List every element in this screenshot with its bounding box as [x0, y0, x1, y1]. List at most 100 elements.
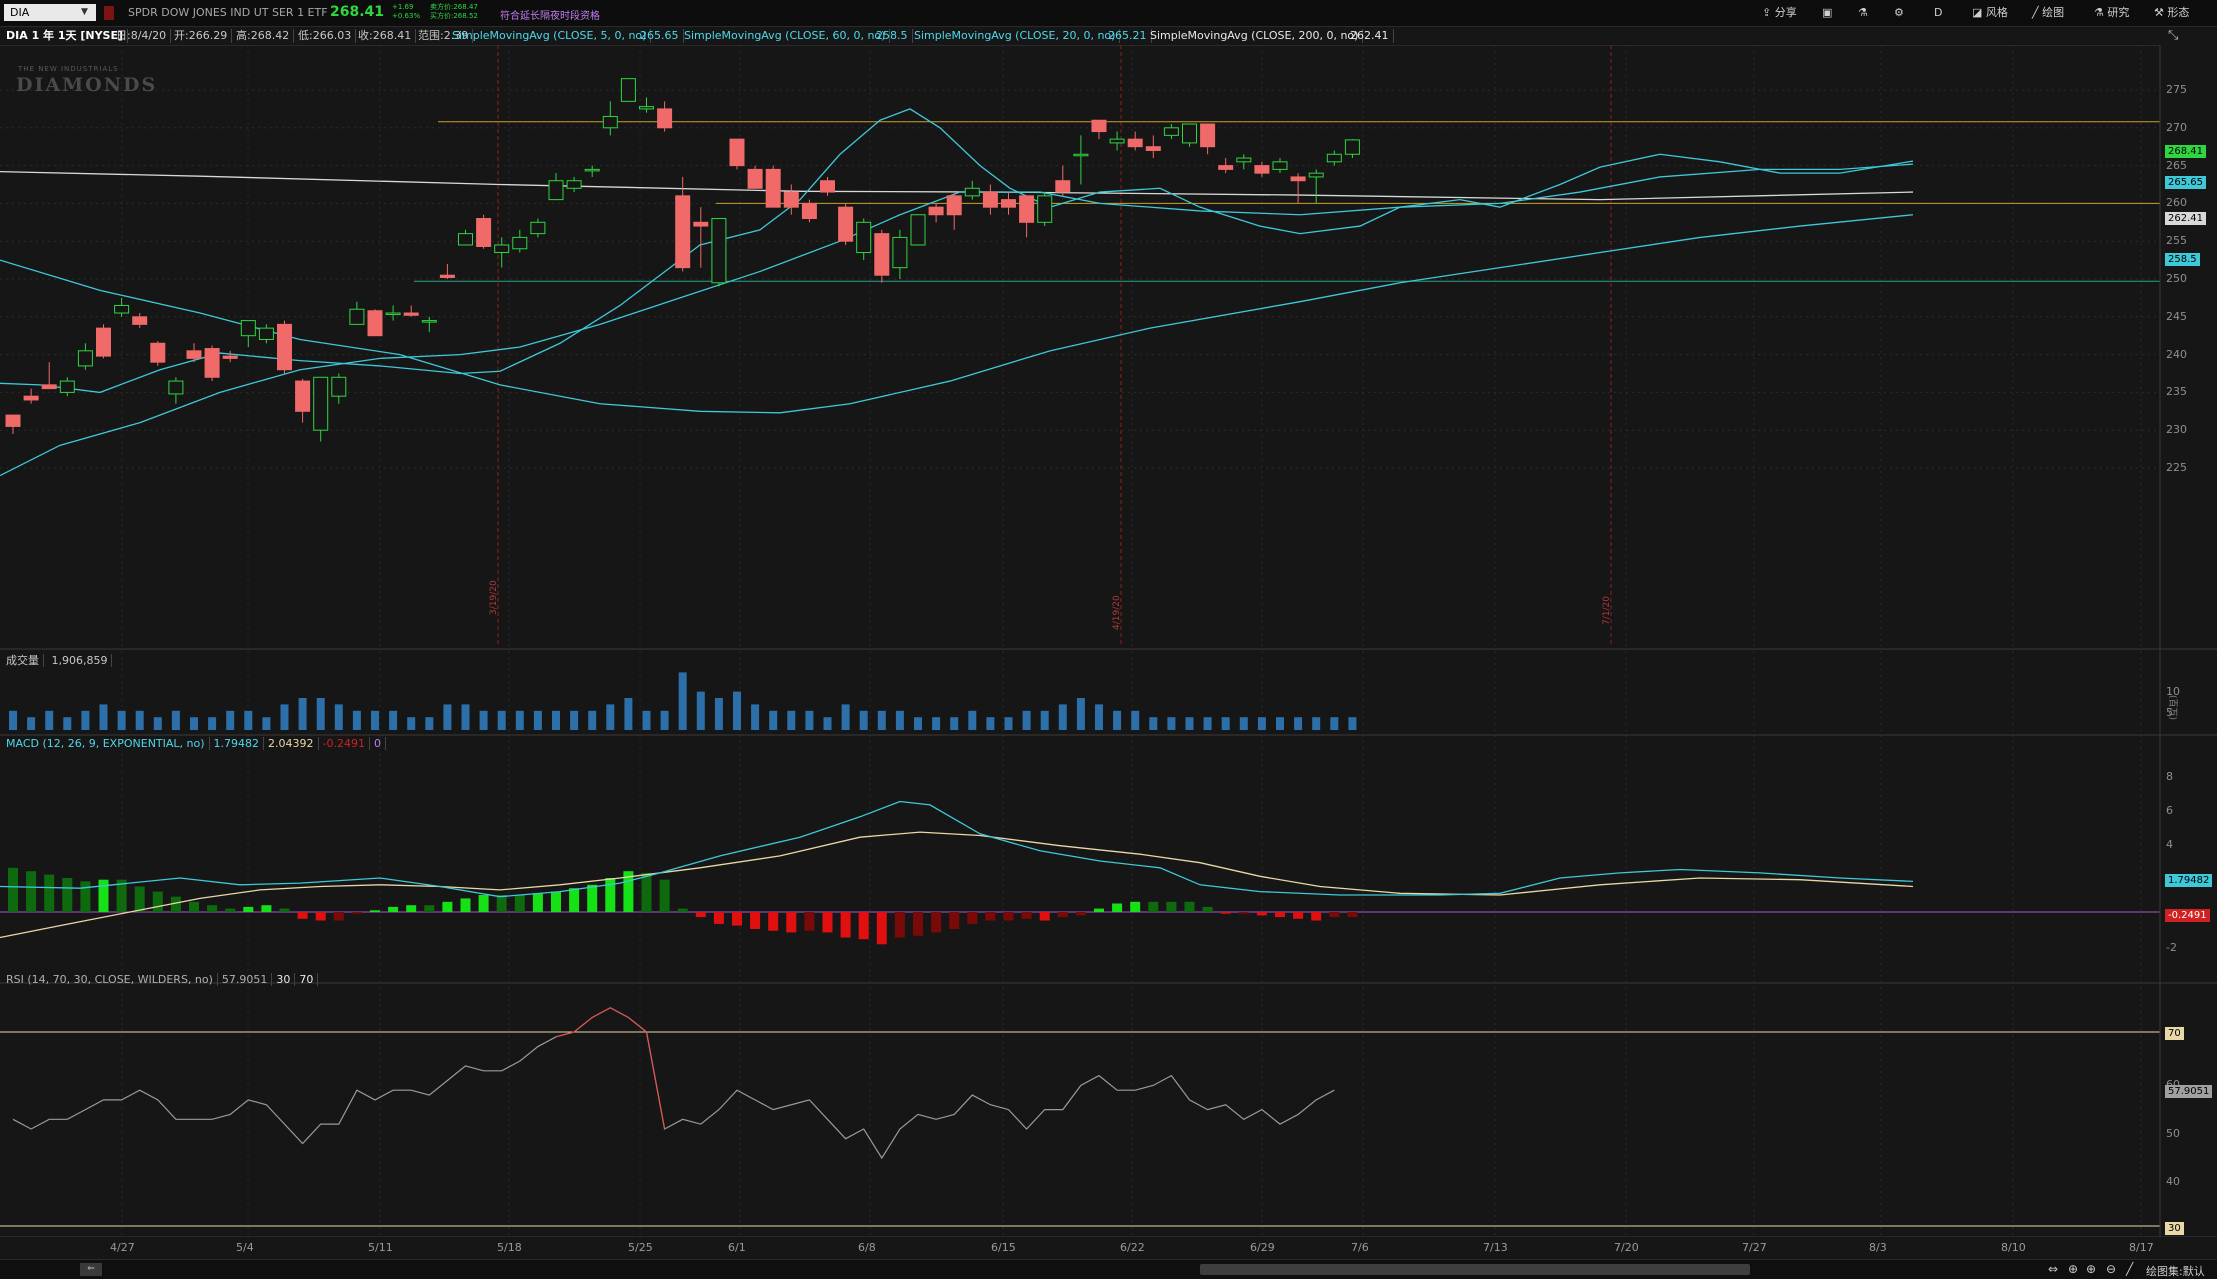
macd-histogram-bar: [840, 912, 851, 938]
rsi-value-tag: 57.9051: [2165, 1085, 2213, 1098]
candles: [5, 78, 1360, 442]
save-image-icon[interactable]: ▣: [1822, 6, 1833, 19]
rsi-overbought-segment: [555, 1007, 666, 1130]
flag-icon[interactable]: [104, 6, 114, 20]
volume-bar: [696, 691, 705, 730]
time-axis-label: 5/11: [368, 1241, 393, 1254]
macd-histogram-bar: [1057, 912, 1068, 918]
chart-scrollbar[interactable]: ⇐ ⇔ ⊕ ⊕ ⊖ ╱ 绘图集:默认: [0, 1259, 2217, 1279]
rsi-oversold: 30: [272, 973, 296, 986]
candle-body: [1163, 127, 1179, 136]
price-axis-label: 245: [2166, 309, 2187, 323]
candle-body: [403, 312, 419, 316]
macd-histogram-bar: [713, 912, 724, 924]
pattern-button[interactable]: ⚒ 形态: [2154, 4, 2189, 22]
candle-body: [874, 233, 890, 276]
candle-body: [421, 320, 437, 323]
research-label: 研究: [2107, 6, 2130, 19]
zoom-in-icon[interactable]: ⊕: [2086, 1262, 2097, 1276]
scroll-thumb[interactable]: [1200, 1264, 1750, 1275]
volume-bar: [389, 710, 398, 730]
candle-body: [23, 395, 39, 401]
macd-histogram-bar: [351, 912, 362, 914]
candle-body: [892, 236, 908, 269]
time-axis-label: 8/3: [1869, 1241, 1887, 1254]
flask-icon[interactable]: ⚗: [1858, 6, 1868, 19]
macd-histogram-bar: [1039, 912, 1050, 921]
symbol-description: SPDR DOW JONES IND UT SER 1 ETF: [128, 6, 328, 19]
chart-canvas[interactable]: [0, 45, 2217, 1237]
sma5-label[interactable]: SimpleMovingAvg (CLOSE, 5, 0, no): [448, 29, 652, 43]
candle-body: [693, 221, 709, 227]
candle-body: [494, 244, 510, 254]
candle-body: [566, 180, 582, 189]
symbol-selector[interactable]: DIA ▼: [4, 4, 96, 21]
volume-bar: [787, 710, 796, 730]
sma200-label[interactable]: SimpleMovingAvg (CLOSE, 200, 0, no): [1146, 29, 1364, 43]
drawing-set-status[interactable]: 绘图集:默认: [2146, 1265, 2205, 1278]
crosshair-icon[interactable]: ⊕: [2068, 1262, 2079, 1276]
macd-histogram-bar: [1166, 901, 1177, 912]
volume-bar: [950, 717, 959, 730]
candle-body: [295, 380, 311, 412]
time-axis-label: 5/25: [628, 1241, 653, 1254]
volume-bars: [9, 672, 1357, 730]
chevron-down-icon[interactable]: ▼: [81, 7, 88, 17]
research-button[interactable]: ⚗ 研究: [2094, 4, 2129, 22]
candle-body: [1109, 138, 1125, 144]
rsi-label[interactable]: RSI (14, 70, 30, CLOSE, WILDERS, no): [2, 973, 218, 986]
volume-bar: [769, 710, 778, 730]
volume-bar: [606, 704, 615, 730]
candle-body: [765, 168, 781, 208]
macd-label[interactable]: MACD (12, 26, 9, EXPONENTIAL, no): [2, 737, 210, 750]
volume-bar: [986, 717, 995, 730]
macd-histogram-bar: [931, 912, 942, 933]
macd-line: [0, 800, 1914, 898]
style-button[interactable]: ◪ 风格: [1972, 4, 2008, 22]
candle-body: [168, 380, 184, 395]
collapse-icon[interactable]: ⤡: [2168, 28, 2179, 43]
volume-bar: [823, 717, 832, 730]
candle-body: [385, 312, 401, 316]
macd-histogram-bar: [985, 912, 996, 921]
macd-histogram-bar: [587, 884, 598, 912]
volume-bar: [334, 704, 343, 730]
candle-body: [801, 202, 817, 220]
macd-diff: -0.2491: [318, 737, 370, 750]
rsi-30-tag: 30: [2165, 1222, 2184, 1235]
volume-bar: [461, 704, 470, 730]
candle-body: [783, 191, 799, 208]
macd-histogram-bar: [44, 874, 55, 912]
zoom-out-icon[interactable]: ⊖: [2106, 1262, 2117, 1276]
candle-body: [584, 168, 600, 172]
volume-bar: [1022, 710, 1031, 730]
volume-bar: [859, 710, 868, 730]
macd-histogram-bar: [659, 879, 670, 912]
draw-icon[interactable]: ╱: [2126, 1262, 2134, 1276]
change-value: +1.69: [392, 3, 414, 11]
volume-bar: [316, 698, 325, 730]
period-button[interactable]: D: [1934, 6, 1943, 19]
drawing-button[interactable]: ╱ 绘图: [2032, 4, 2064, 22]
macd-histogram-bar: [732, 912, 742, 926]
rsi-line: [12, 1007, 1335, 1160]
volume-bar: [298, 698, 307, 730]
zoom-fit-icon[interactable]: ⇔: [2048, 1262, 2059, 1276]
candle-body: [548, 180, 564, 201]
macd-avg: 2.04392: [264, 737, 319, 750]
sma60-label[interactable]: SimpleMovingAvg (CLOSE, 60, 0, no): [680, 29, 891, 43]
price-axis-label: 240: [2166, 347, 2187, 361]
sma20-label[interactable]: SimpleMovingAvg (CLOSE, 20, 0, no): [910, 29, 1121, 43]
volume-bar: [841, 704, 850, 730]
gear-icon[interactable]: ⚙: [1894, 6, 1904, 19]
macd-histogram-bar: [1238, 912, 1249, 914]
volume-bar: [280, 704, 289, 730]
macd-histogram-bar: [822, 912, 833, 933]
candle-body: [856, 221, 872, 254]
volume-axis-10: 10: [2166, 685, 2180, 698]
scroll-left-icon[interactable]: ⇐: [80, 1263, 102, 1276]
macd-axis-6: 6: [2166, 804, 2173, 817]
share-button[interactable]: ⇪ 分享: [1762, 4, 1797, 22]
sma60-price-tag: 258.5: [2165, 253, 2200, 266]
macd-histogram-bar: [1021, 912, 1032, 919]
